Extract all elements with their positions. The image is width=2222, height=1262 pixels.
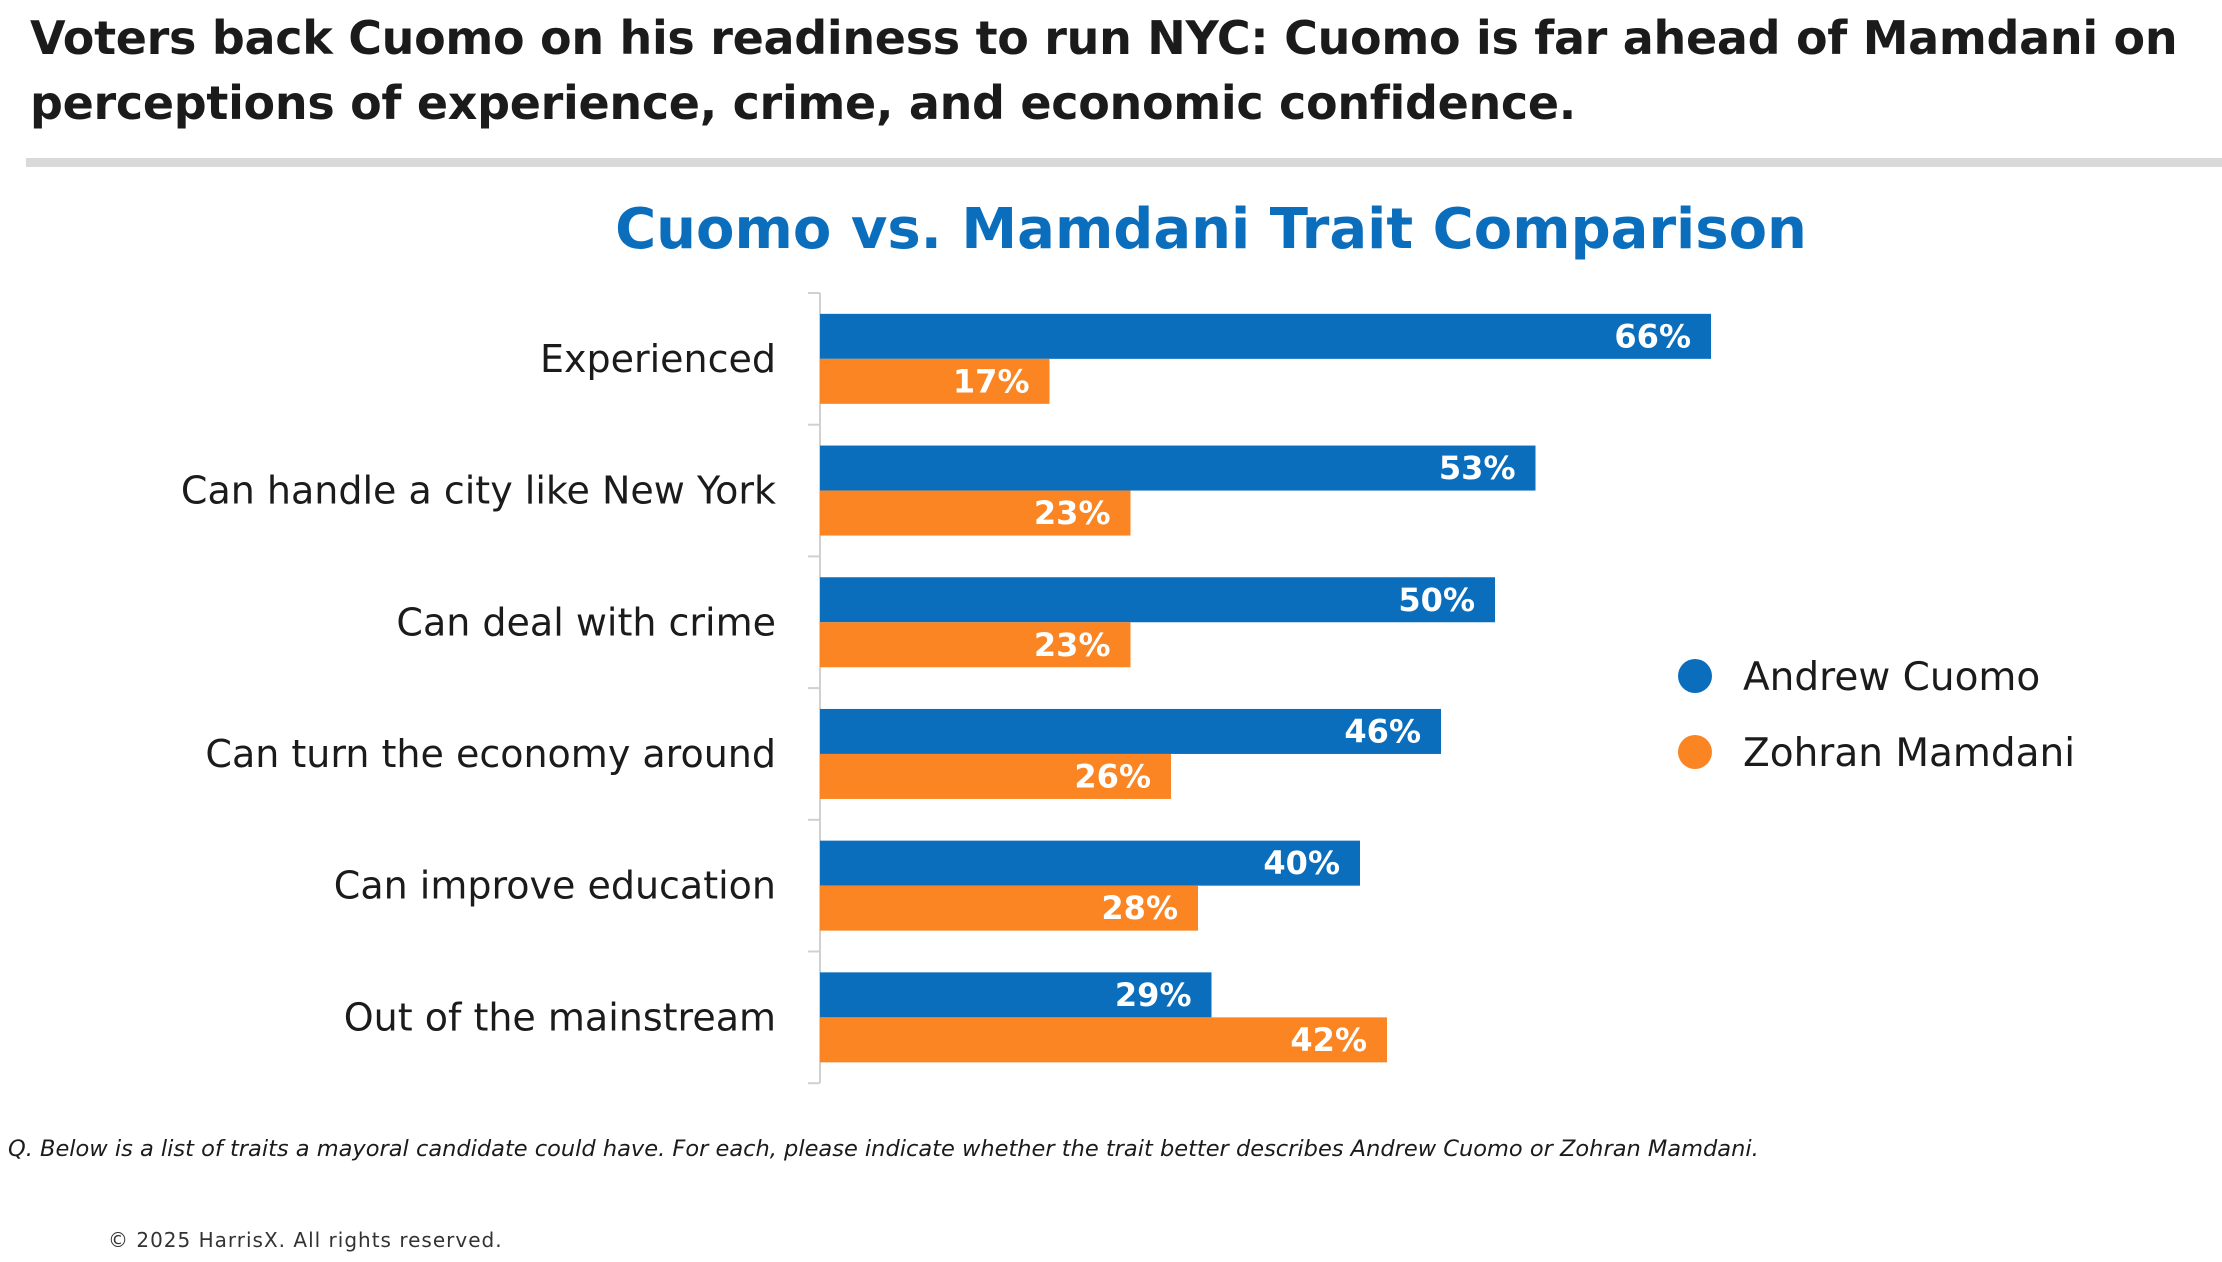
legend: Andrew Cuomo Zohran Mamdani <box>1678 655 2075 776</box>
bar-zohran-mamdani-out-of-the-mainstream <box>820 1017 1387 1063</box>
data-label-andrew-cuomo-can-deal-with-crime: 50% <box>1398 581 1475 619</box>
chart-title: Cuomo vs. Mamdani Trait Comparison <box>615 197 1807 262</box>
copyright-notice: © 2025 HarrisX. All rights reserved. <box>108 1228 503 1252</box>
data-label-andrew-cuomo-experienced: 66% <box>1614 317 1691 355</box>
bar-andrew-cuomo-can-improve-education <box>820 840 1360 886</box>
title-divider <box>26 158 2222 167</box>
legend-marker-andrew-cuomo <box>1678 659 1712 693</box>
legend-label-andrew-cuomo: Andrew Cuomo <box>1743 655 2040 700</box>
bar-andrew-cuomo-can-deal-with-crime <box>820 577 1495 623</box>
headline: Voters back Cuomo on his readiness to ru… <box>30 11 2178 130</box>
bar-zohran-mamdani-can-improve-education <box>820 885 1198 931</box>
legend-label-zohran-mamdani: Zohran Mamdani <box>1743 731 2075 776</box>
survey-question-footnote: Q. Below is a list of traits a mayoral c… <box>8 1136 1759 1162</box>
data-label-andrew-cuomo-can-improve-education: 40% <box>1263 844 1340 882</box>
category-label-experienced: Experienced <box>540 337 776 381</box>
bar-andrew-cuomo-can-handle-a-city-like-new-york <box>820 445 1536 491</box>
category-label-can-handle-a-city-like-new-york: Can handle a city like New York <box>181 469 776 513</box>
data-label-zohran-mamdani-can-deal-with-crime: 23% <box>1034 626 1111 664</box>
data-label-zohran-mamdani-can-turn-the-economy-around: 26% <box>1074 757 1151 795</box>
category-label-out-of-the-mainstream: Out of the mainstream <box>344 995 776 1039</box>
category-axis-ticks <box>808 292 820 1085</box>
bar-andrew-cuomo-can-turn-the-economy-around <box>820 708 1441 754</box>
bar-zohran-mamdani-can-turn-the-economy-around <box>820 753 1171 799</box>
data-label-zohran-mamdani-can-improve-education: 28% <box>1101 889 1178 927</box>
data-label-andrew-cuomo-can-turn-the-economy-around: 46% <box>1344 712 1421 750</box>
bars-group: 66% 17% 53% 23% 50% 23% 46% 26% 40% 28% 29% 42% <box>820 313 1711 1063</box>
legend-marker-zohran-mamdani <box>1678 735 1712 769</box>
bar-andrew-cuomo-experienced <box>820 313 1711 359</box>
bar-zohran-mamdani-can-deal-with-crime <box>820 622 1131 668</box>
category-label-can-deal-with-crime: Can deal with crime <box>396 600 776 644</box>
bar-zohran-mamdani-experienced <box>820 358 1050 404</box>
data-label-zohran-mamdani-experienced: 17% <box>953 362 1030 400</box>
data-label-andrew-cuomo-out-of-the-mainstream: 29% <box>1115 976 1192 1014</box>
category-label-can-improve-education: Can improve education <box>334 864 776 908</box>
category-label-can-turn-the-economy-around: Can turn the economy around <box>205 732 776 776</box>
data-label-andrew-cuomo-can-handle-a-city-like-new-york: 53% <box>1439 449 1516 487</box>
bar-andrew-cuomo-out-of-the-mainstream <box>820 972 1212 1018</box>
bar-zohran-mamdani-can-handle-a-city-like-new-york <box>820 490 1131 536</box>
data-label-zohran-mamdani-out-of-the-mainstream: 42% <box>1290 1021 1367 1059</box>
data-label-zohran-mamdani-can-handle-a-city-like-new-york: 23% <box>1034 494 1111 532</box>
